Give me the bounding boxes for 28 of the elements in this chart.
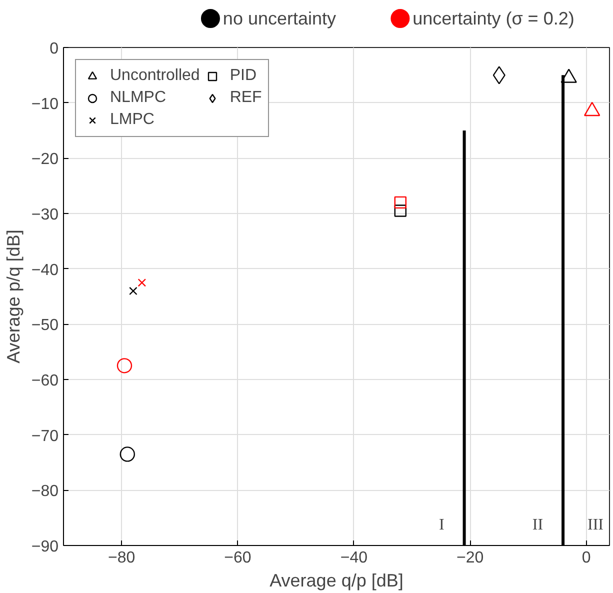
- legend-label: uncertainty (σ = 0.2): [412, 8, 574, 28]
- y-tick-label: −90: [31, 538, 59, 556]
- y-tick-label: −70: [31, 428, 59, 445]
- legend-label: REF: [230, 89, 262, 107]
- y-tick-label: −20: [31, 151, 59, 168]
- x-tick-label: −80: [108, 550, 136, 566]
- y-tick-label: 0: [50, 40, 59, 58]
- x-axis-title: Average q/p [dB]: [270, 570, 404, 590]
- point: [492, 66, 506, 84]
- legend-label: NLMPC: [110, 89, 166, 107]
- annotation: III: [588, 516, 604, 534]
- x-tick-label: 0: [582, 550, 591, 566]
- y-tick-label: −40: [31, 262, 59, 279]
- y-tick-label: −60: [31, 372, 59, 390]
- x-tick-label: −40: [340, 550, 368, 566]
- y-axis-title: Average p/q [dB]: [3, 230, 24, 364]
- legend-label: LMPC: [110, 111, 154, 129]
- y-tick-label: −80: [31, 483, 59, 500]
- y-tick-label: −30: [31, 206, 59, 224]
- x-tick-label: −20: [456, 550, 484, 566]
- y-tick-label: −10: [31, 96, 59, 113]
- annotation: I: [438, 516, 444, 534]
- annotation: II: [532, 516, 544, 534]
- legend-label: Uncontrolled: [110, 67, 200, 85]
- legend-label: PID: [230, 67, 256, 85]
- legend-label: no uncertainty: [222, 8, 336, 28]
- x-tick-label: −60: [224, 550, 252, 566]
- y-tick-label: −50: [31, 317, 59, 334]
